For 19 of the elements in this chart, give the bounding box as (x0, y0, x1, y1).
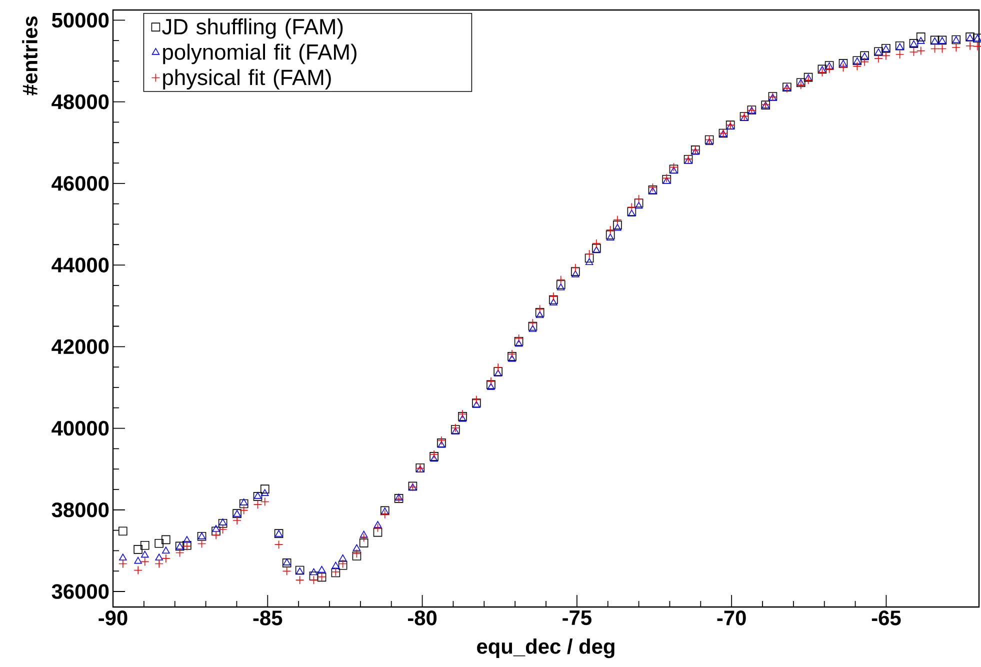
y-tick-label: 42000 (52, 339, 109, 354)
y-tick-label: 38000 (52, 502, 109, 518)
x-tick-label: -80 (408, 610, 437, 626)
y-tick-label: 46000 (52, 176, 109, 191)
legend-label: physical fit (FAM) (163, 69, 331, 90)
x-tick-label: -75 (562, 610, 592, 626)
y-axis-title: #entries (22, 16, 38, 96)
y-tick-label: 40000 (52, 420, 109, 436)
x-tick-label: -70 (717, 610, 746, 626)
y-tick-label: 48000 (52, 94, 109, 110)
x-tick-label: -85 (253, 610, 282, 626)
x-axis-title: equ_dec / deg (477, 638, 614, 658)
y-tick-label: 36000 (52, 584, 109, 599)
y-tick-label: 44000 (52, 258, 109, 272)
x-tick-label: -65 (872, 610, 901, 626)
y-tick-label: 50000 (52, 12, 109, 28)
legend-label: polynomial fit (FAM) (163, 44, 356, 64)
x-tick-label: -90 (98, 610, 128, 626)
legend-label: JD shuffling (FAM) (162, 18, 343, 39)
